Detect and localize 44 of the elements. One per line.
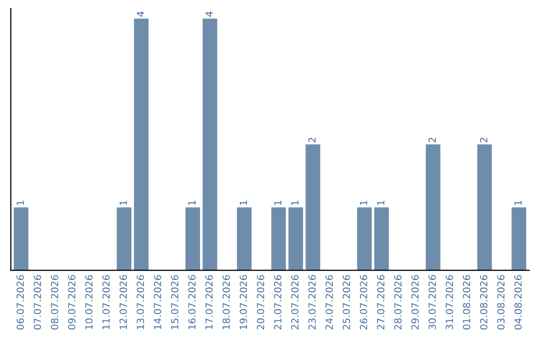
x-tick-label: 10.07.2026 <box>85 275 93 330</box>
data-label: 2 <box>308 138 316 142</box>
data-label: 2 <box>480 138 488 142</box>
data-label: 1 <box>360 200 368 205</box>
x-tick-label: 26.07.2026 <box>360 275 368 330</box>
x-tick-label: 13.07.2026 <box>136 275 144 330</box>
data-label: 2 <box>428 138 436 142</box>
x-tick-label: 19.07.2026 <box>240 275 248 330</box>
data-label: 4 <box>136 12 144 17</box>
x-tick-label: 23.07.2026 <box>308 275 316 330</box>
x-tick-label: 20.07.2026 <box>256 275 264 330</box>
x-tick-label: 24.07.2026 <box>326 275 333 330</box>
x-tick-label: 07.07.2026 <box>34 275 42 330</box>
data-label: 1 <box>16 200 24 205</box>
data-label: 1 <box>188 200 196 205</box>
x-tick-label: 06.07.2026 <box>16 275 24 330</box>
x-tick-label: 22.07.2026 <box>291 275 299 330</box>
x-tick-label: 17.07.2026 <box>205 275 213 330</box>
data-label: 1 <box>120 200 127 205</box>
x-tick-label: 04.08.2026 <box>514 275 522 330</box>
x-tick-label: 08.07.2026 <box>50 275 58 330</box>
x-tick-label: 12.07.2026 <box>120 275 127 330</box>
x-tick-label: 01.08.2026 <box>462 275 470 330</box>
x-tick-label: 30.07.2026 <box>428 275 436 330</box>
data-label: 1 <box>514 200 522 205</box>
x-tick-label: 28.07.2026 <box>394 275 402 330</box>
x-tick-label: 29.07.2026 <box>411 275 419 330</box>
data-label: 1 <box>274 200 282 205</box>
x-tick-label: 03.08.2026 <box>497 275 505 330</box>
data-label: 1 <box>377 200 384 205</box>
x-tick-label: 16.07.2026 <box>188 275 196 330</box>
data-label: 4 <box>206 12 213 17</box>
x-tick-label: 21.07.2026 <box>274 275 282 330</box>
x-tick-label: 27.07.2026 <box>377 275 384 330</box>
x-tick-label: 15.07.2026 <box>171 275 178 330</box>
x-tick-label: 14.07.2026 <box>154 275 162 330</box>
x-tick-label: 02.08.2026 <box>480 275 488 330</box>
x-tick-label: 31.07.2026 <box>446 275 454 330</box>
x-tick-label: 18.07.2026 <box>222 275 230 330</box>
x-tick-label: 09.07.2026 <box>68 275 76 330</box>
data-label: 1 <box>291 200 298 205</box>
data-label: 1 <box>240 200 247 205</box>
x-tick-label: 11.07.2026 <box>102 275 110 330</box>
x-tick-label: 25.07.2026 <box>342 275 350 330</box>
